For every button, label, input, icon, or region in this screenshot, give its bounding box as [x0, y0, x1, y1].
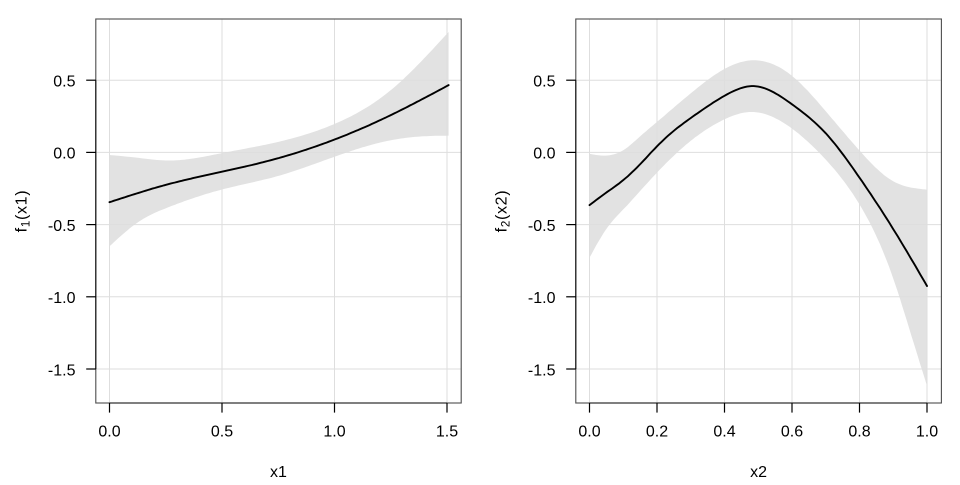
svg-text:-1.0: -1.0: [48, 290, 76, 307]
svg-text:0.8: 0.8: [848, 423, 870, 440]
svg-text:1.0: 1.0: [323, 423, 345, 440]
svg-text:-1.0: -1.0: [528, 290, 556, 307]
svg-text:0.2: 0.2: [646, 423, 668, 440]
svg-text:0.5: 0.5: [533, 74, 555, 91]
svg-text:0.0: 0.0: [578, 423, 600, 440]
svg-text:-0.5: -0.5: [48, 218, 76, 235]
svg-text:x1: x1: [270, 464, 287, 480]
svg-text:0.0: 0.0: [98, 423, 120, 440]
svg-text:0.5: 0.5: [53, 74, 75, 91]
svg-text:-0.5: -0.5: [528, 218, 556, 235]
svg-text:0.5: 0.5: [211, 423, 233, 440]
svg-text:0.0: 0.0: [533, 146, 555, 163]
svg-text:f1(x1): f1(x1): [14, 190, 33, 233]
svg-text:-1.5: -1.5: [48, 362, 76, 379]
svg-text:0.4: 0.4: [713, 423, 735, 440]
svg-text:1.0: 1.0: [916, 423, 938, 440]
svg-text:-1.5: -1.5: [528, 362, 556, 379]
svg-text:x2: x2: [750, 464, 767, 480]
svg-text:0.6: 0.6: [781, 423, 803, 440]
svg-text:1.5: 1.5: [436, 423, 458, 440]
svg-text:0.0: 0.0: [53, 146, 75, 163]
